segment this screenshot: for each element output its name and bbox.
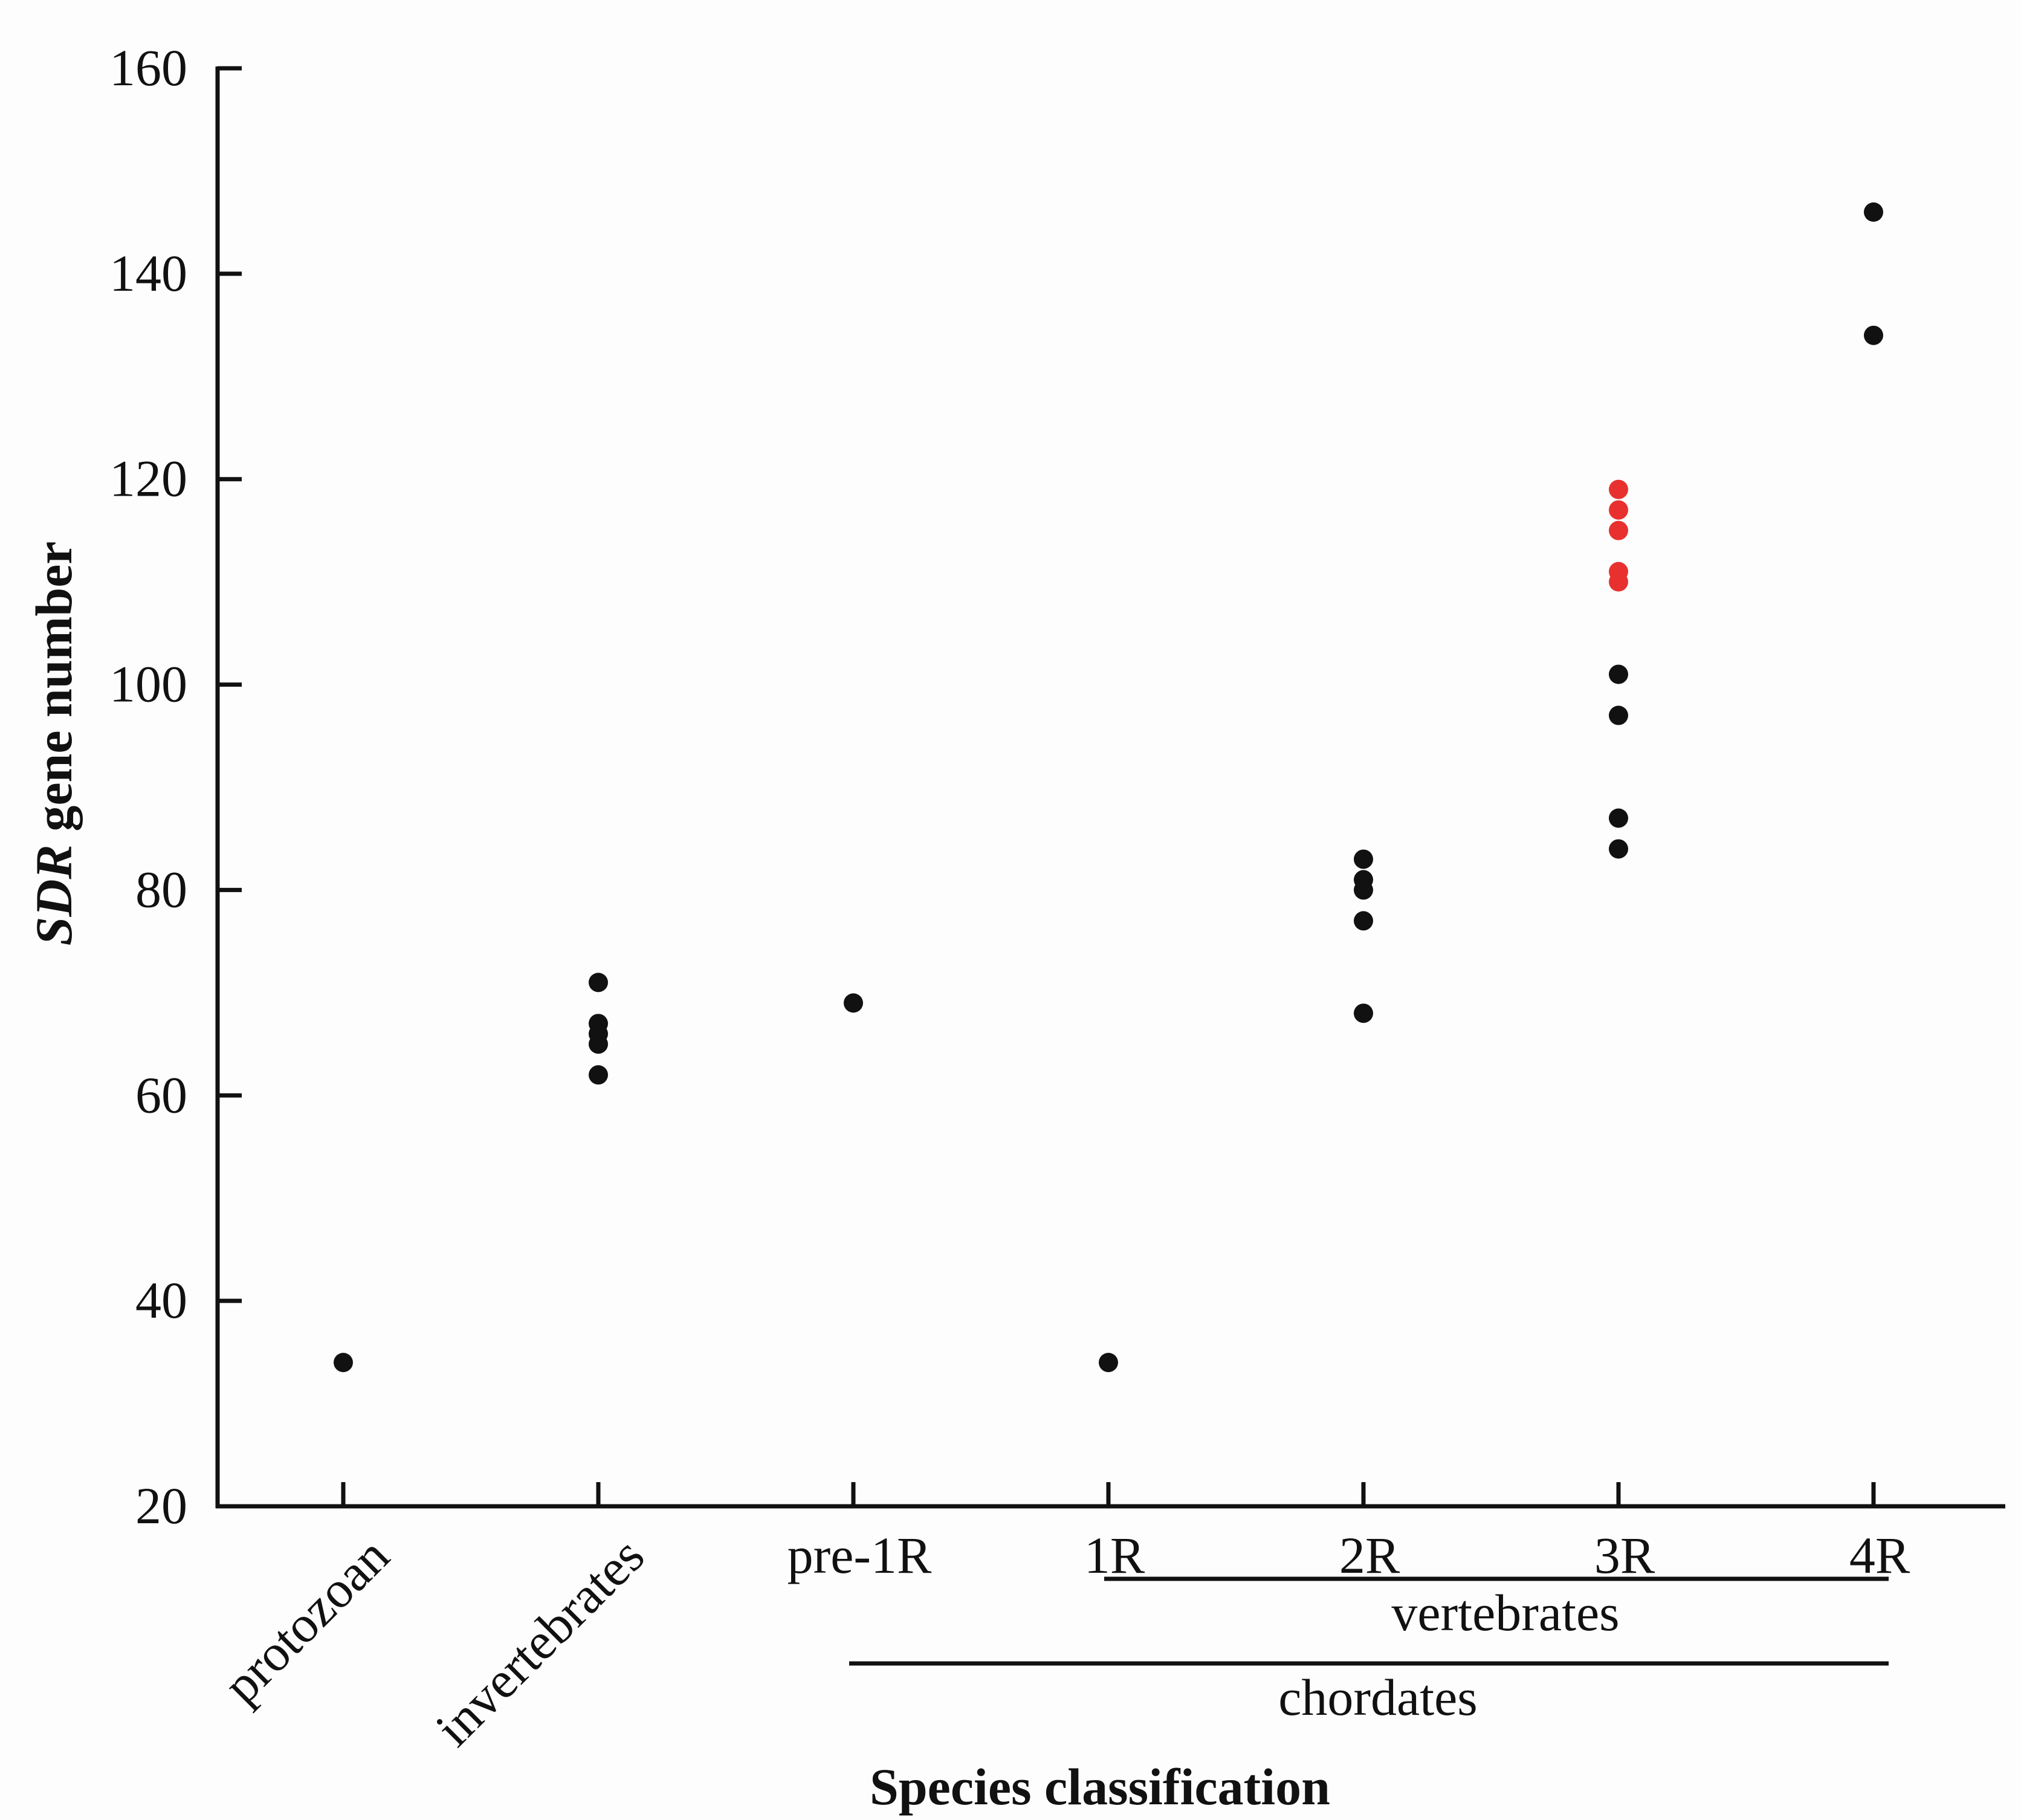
x-tick-label: 1R	[1084, 1526, 1145, 1584]
y-tick-label: 100	[109, 655, 187, 713]
x-tick-label: protozoan	[212, 1526, 400, 1714]
data-point	[1609, 808, 1628, 828]
y-tick-label: 140	[109, 244, 187, 302]
data-point	[1609, 572, 1628, 592]
data-point	[1609, 520, 1628, 540]
data-point	[589, 1065, 608, 1085]
y-tick-label: 40	[135, 1271, 187, 1329]
data-point	[1609, 664, 1628, 684]
y-tick-label: 160	[109, 39, 187, 97]
group-brackets: vertebrates chordates	[849, 1576, 1889, 1726]
data-points	[334, 202, 1883, 1373]
data-point	[1354, 849, 1373, 869]
x-tick-label: 4R	[1849, 1526, 1910, 1584]
x-tick-label: invertebrates	[424, 1526, 655, 1757]
y-axis-title: SDR gene number	[25, 542, 83, 946]
data-point	[1864, 325, 1883, 345]
y-tick-label: 60	[135, 1066, 187, 1124]
data-point	[1609, 705, 1628, 725]
data-point	[589, 1034, 608, 1054]
y-tick-label: 20	[135, 1477, 187, 1535]
y-axis-ticks: 20 40 60 80 100 120 140 160	[109, 39, 242, 1535]
axes	[215, 66, 2005, 1509]
data-point	[334, 1353, 353, 1373]
data-point	[589, 973, 608, 993]
group-label: vertebrates	[1391, 1584, 1619, 1642]
y-tick-label: 80	[135, 860, 187, 918]
x-tick-label: pre-1R	[787, 1526, 932, 1584]
y-axis-title-italic: SDR	[25, 844, 83, 945]
y-tick-label: 120	[109, 450, 187, 508]
data-point	[1609, 500, 1628, 520]
data-point	[844, 993, 863, 1013]
x-tick-label: 3R	[1594, 1526, 1655, 1584]
data-point	[1864, 202, 1883, 222]
data-point	[1609, 479, 1628, 499]
data-point	[1354, 911, 1373, 931]
data-point	[1609, 839, 1628, 859]
x-tick-label: 2R	[1339, 1526, 1400, 1584]
data-point	[1099, 1353, 1118, 1373]
data-point	[1354, 880, 1373, 900]
x-axis-title: Species classification	[870, 1758, 1330, 1816]
data-point	[1354, 1003, 1373, 1023]
group-label: chordates	[1278, 1668, 1478, 1726]
y-axis-title-rest: gene number	[25, 542, 83, 845]
x-axis-ticks: protozoan invertebrates pre-1R 1R 2R 3R 4R	[212, 1482, 1910, 1757]
